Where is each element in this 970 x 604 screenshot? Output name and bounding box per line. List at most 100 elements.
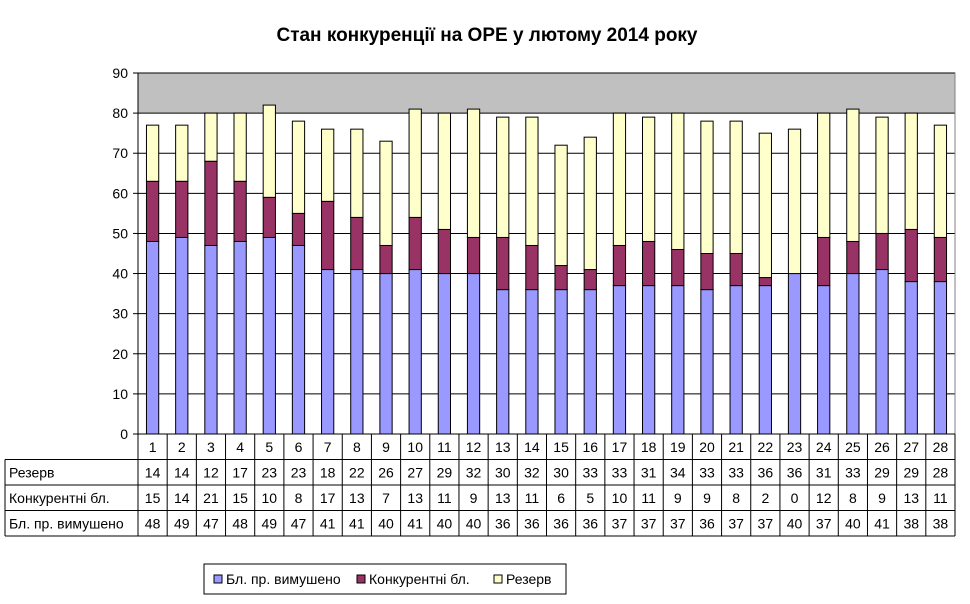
bar-competitive-28 xyxy=(933,236,948,283)
bar-reserve-3 xyxy=(204,112,218,162)
table-cell: 13 xyxy=(495,490,511,506)
x-tick-label: 27 xyxy=(903,439,919,455)
bar-forced-18 xyxy=(641,285,656,435)
table-cell: 23 xyxy=(262,464,278,480)
bar-reserve-20 xyxy=(700,120,714,254)
table-cell: 49 xyxy=(174,515,190,531)
bar-reserve-28 xyxy=(933,124,948,238)
table-cell: 13 xyxy=(903,490,919,506)
table-cell: 33 xyxy=(582,464,598,480)
legend-label: Резерв xyxy=(506,571,551,587)
bar-forced-10 xyxy=(408,269,422,435)
bar-forced-13 xyxy=(496,289,510,435)
bar-competitive-10 xyxy=(408,216,422,271)
table-cell: 7 xyxy=(382,490,390,506)
table-cell: 31 xyxy=(641,464,657,480)
x-tick-label: 19 xyxy=(670,439,686,455)
x-tick-label: 25 xyxy=(845,439,861,455)
table-cell: 40 xyxy=(437,515,453,531)
y-tick-label: 10 xyxy=(112,386,128,402)
legend-box xyxy=(203,563,567,595)
x-tick-label: 4 xyxy=(236,439,244,455)
bar-competitive-13 xyxy=(496,236,510,291)
table-cell: 36 xyxy=(495,515,511,531)
bar-reserve-8 xyxy=(350,128,364,218)
bar-forced-19 xyxy=(671,285,685,435)
table-cell: 32 xyxy=(524,464,540,480)
bar-reserve-11 xyxy=(437,112,452,230)
table-cell: 22 xyxy=(349,464,365,480)
bar-forced-12 xyxy=(466,273,481,435)
table-cell: 49 xyxy=(262,515,278,531)
y-tick-label: 40 xyxy=(112,266,128,282)
bar-competitive-16 xyxy=(583,269,597,291)
bar-forced-21 xyxy=(729,285,743,435)
table-cell: 37 xyxy=(816,515,832,531)
table-cell: 29 xyxy=(437,464,453,480)
bar-forced-16 xyxy=(583,289,597,435)
table-cell: 30 xyxy=(495,464,511,480)
table-cell: 10 xyxy=(262,490,278,506)
bar-forced-7 xyxy=(321,269,335,435)
table-cell: 37 xyxy=(728,515,744,531)
table-cell: 47 xyxy=(203,515,219,531)
table-cell: 15 xyxy=(232,490,248,506)
x-tick-label: 18 xyxy=(641,439,657,455)
bar-reserve-16 xyxy=(583,136,597,271)
table-cell: 8 xyxy=(295,490,303,506)
table-cell: 41 xyxy=(349,515,365,531)
bar-competitive-4 xyxy=(233,180,247,242)
x-tick-label: 6 xyxy=(295,439,303,455)
y-tick-label: 20 xyxy=(112,346,128,362)
x-tick-label: 22 xyxy=(758,439,774,455)
table-cell: 6 xyxy=(557,490,565,506)
bar-forced-23 xyxy=(787,273,802,435)
bar-reserve-13 xyxy=(496,116,510,238)
bar-reserve-15 xyxy=(554,144,568,267)
table-cell: 38 xyxy=(903,515,919,531)
table-row-label: Резерв xyxy=(9,464,54,480)
table-cell: 40 xyxy=(845,515,861,531)
bar-forced-5 xyxy=(262,236,276,435)
bar-forced-24 xyxy=(817,285,831,435)
bar-forced-1 xyxy=(145,240,160,435)
x-tick-label: 26 xyxy=(874,439,890,455)
x-tick-label: 21 xyxy=(728,439,744,455)
x-tick-label: 11 xyxy=(437,439,452,455)
x-tick-label: 2 xyxy=(178,439,186,455)
table-cell: 11 xyxy=(933,490,948,506)
bar-forced-27 xyxy=(904,281,918,435)
bar-competitive-21 xyxy=(729,253,743,287)
bar-reserve-19 xyxy=(671,112,685,250)
table-cell: 41 xyxy=(407,515,423,531)
x-tick-label: 7 xyxy=(324,439,332,455)
bar-competitive-8 xyxy=(350,216,364,271)
table-cell: 8 xyxy=(849,490,857,506)
bar-reserve-14 xyxy=(525,116,539,246)
table-cell: 48 xyxy=(232,515,248,531)
bar-reserve-7 xyxy=(321,128,335,202)
table-cell: 10 xyxy=(612,490,628,506)
table-cell: 9 xyxy=(703,490,711,506)
table-cell: 2 xyxy=(761,490,769,506)
table-cell: 11 xyxy=(525,490,540,506)
bar-competitive-22 xyxy=(758,277,772,287)
x-tick-label: 1 xyxy=(149,439,157,455)
table-cell: 47 xyxy=(291,515,307,531)
bar-competitive-15 xyxy=(554,265,568,291)
legend-label: Бл. пр. вимушено xyxy=(226,571,341,587)
bar-reserve-1 xyxy=(145,124,160,182)
x-tick-label: 14 xyxy=(524,439,540,455)
y-tick-label: 70 xyxy=(112,145,128,161)
bar-forced-2 xyxy=(175,236,189,435)
table-cell: 15 xyxy=(145,490,161,506)
bar-competitive-18 xyxy=(641,240,656,287)
bar-reserve-12 xyxy=(466,108,481,238)
x-tick-label: 10 xyxy=(407,439,423,455)
table-cell: 33 xyxy=(699,464,715,480)
bar-forced-4 xyxy=(233,240,247,435)
table-cell: 28 xyxy=(933,464,949,480)
bar-competitive-7 xyxy=(321,200,335,271)
bar-reserve-10 xyxy=(408,108,422,218)
bar-forced-20 xyxy=(700,289,714,435)
